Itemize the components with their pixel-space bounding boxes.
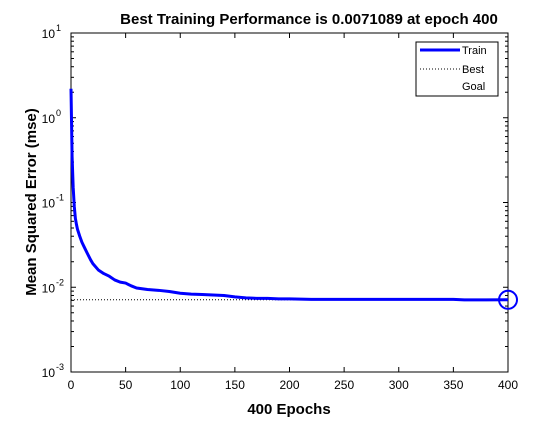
x-tick-label: 100 <box>170 378 190 392</box>
train-line <box>69 88 509 302</box>
x-tick-label: 250 <box>334 378 354 392</box>
x-tick-label: 350 <box>443 378 463 392</box>
y-axis-title: Mean Squared Error (mse) <box>23 108 40 296</box>
x-tick-label: 50 <box>119 378 133 392</box>
x-tick-label: 150 <box>225 378 245 392</box>
chart-title: Best Training Performance is 0.0071089 a… <box>120 11 498 28</box>
x-tick-label: 300 <box>389 378 409 392</box>
x-tick-label: 400 <box>498 378 518 392</box>
best-point-marker <box>498 289 518 310</box>
y-tick-exponent: 1 <box>56 23 61 33</box>
legend-best-label: Best <box>462 64 484 76</box>
x-tick-label: 200 <box>279 378 299 392</box>
y-tick-exponent: -2 <box>56 277 64 287</box>
x-tick-label: 0 <box>68 378 75 392</box>
x-axis-title: 400 Epochs <box>247 401 330 418</box>
legend-goal-label: Goal <box>462 81 485 93</box>
y-tick-label: 10 <box>42 27 56 41</box>
legend: Train Best Goal <box>415 41 499 97</box>
y-tick-label: 10 <box>42 366 56 380</box>
legend-train-label: Train <box>462 45 487 57</box>
y-tick-label: 10 <box>42 197 56 211</box>
x-axis: 0 50 100 150 200 250 300 350 400 <box>68 33 518 392</box>
y-tick-exponent: -1 <box>56 193 64 203</box>
y-tick-label: 10 <box>42 112 56 126</box>
y-tick-label: 10 <box>42 281 56 295</box>
y-tick-exponent: 0 <box>56 108 61 118</box>
y-tick-exponent: -3 <box>56 362 64 372</box>
